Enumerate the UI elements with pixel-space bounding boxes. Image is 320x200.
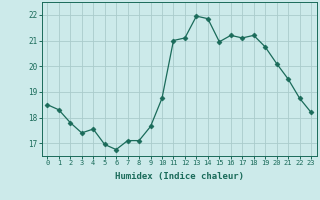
X-axis label: Humidex (Indice chaleur): Humidex (Indice chaleur) <box>115 172 244 181</box>
